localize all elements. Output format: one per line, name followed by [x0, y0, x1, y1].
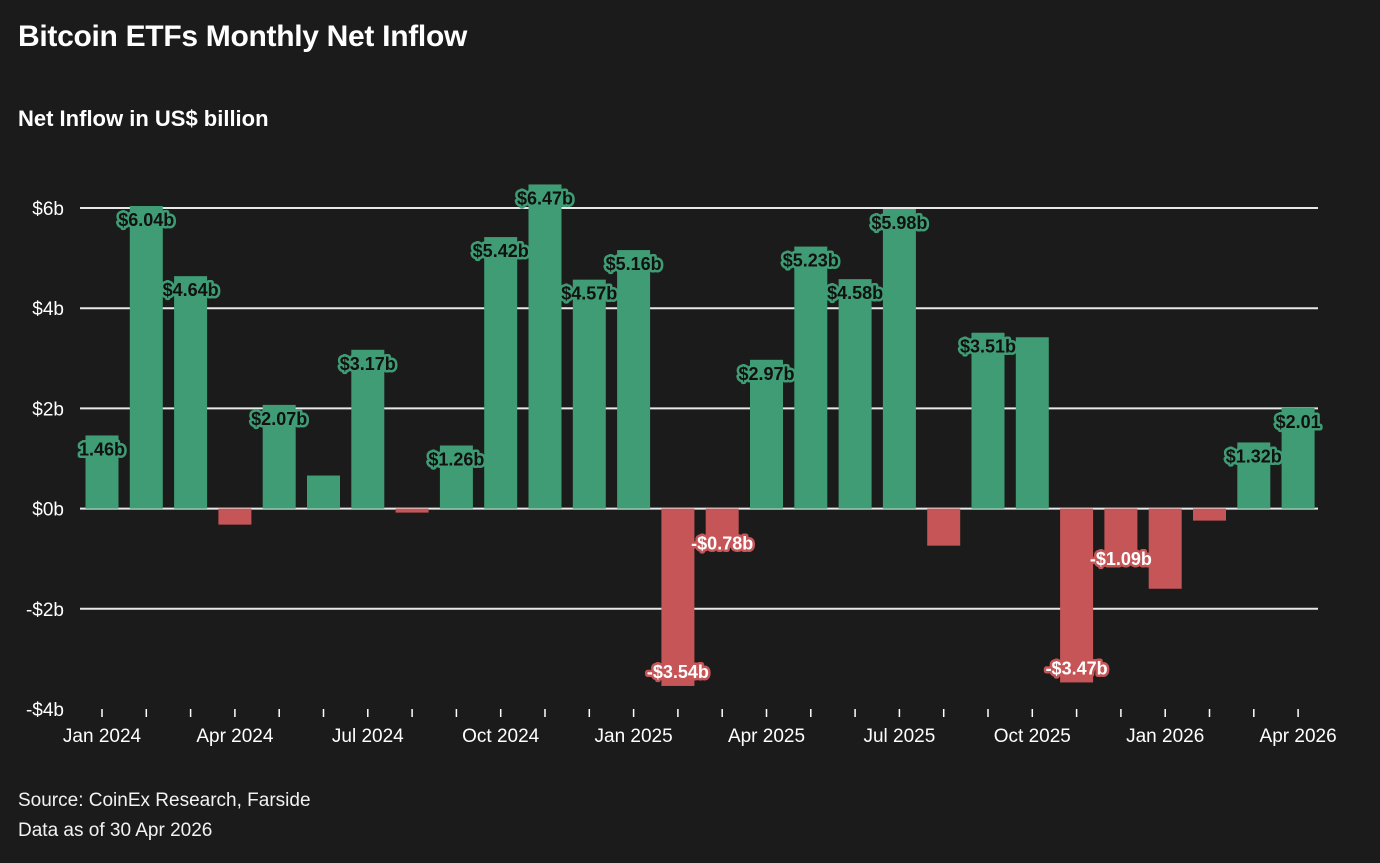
data-label: $1.32b — [1226, 446, 1282, 466]
bar-feb-2026 — [1193, 508, 1226, 521]
x-tick-label: Apr 2024 — [196, 726, 274, 747]
data-label: -$3.47b — [1046, 658, 1108, 678]
bar-nov-2025 — [1060, 508, 1094, 683]
x-axis: Jan 2024 Apr 2024 Jul 2024 Oct 2024 Jan 2025… — [63, 709, 1337, 747]
data-label: $2.07b — [251, 409, 307, 429]
bar-jan-2025 — [617, 250, 651, 509]
data-label: $4.58b — [827, 283, 883, 303]
bar-apr-2026 — [1281, 407, 1315, 509]
bar-jul-2024 — [351, 349, 385, 509]
x-tick-label: Jan 2025 — [595, 726, 673, 747]
data-labels: 1.46b $6.04b $4.64b $2.07b $3.17b $1.26b $5.42… — [76, 186, 1323, 685]
bar-may-2025 — [794, 246, 828, 509]
x-tick-label: Jan 2026 — [1126, 726, 1204, 747]
y-tick-label: $2b — [32, 399, 64, 420]
bar-mar-2025 — [705, 508, 739, 548]
y-tick-label: -$4b — [26, 700, 64, 721]
source-note: Source: CoinEx Research, Farside — [18, 790, 311, 811]
x-tick-label: Apr 2026 — [1260, 726, 1337, 747]
bar-jan-2026 — [1148, 508, 1182, 589]
x-tick-label: Apr 2025 — [728, 726, 805, 747]
bar-feb-2024 — [129, 205, 163, 509]
x-tick-label: Jan 2024 — [63, 726, 142, 747]
bar-sep-2025 — [971, 332, 1005, 509]
chart-title: Bitcoin ETFs Monthly Net Inflow — [18, 20, 468, 53]
data-label: -$1.09b — [1090, 549, 1152, 569]
bar-feb-2025 — [661, 508, 695, 686]
data-label: $5.16b — [606, 254, 662, 274]
y-tick-label: $0b — [32, 500, 64, 521]
bar-aug-2025 — [927, 508, 961, 546]
bar-mar-2024 — [174, 276, 208, 509]
y-tick-label: $6b — [32, 199, 64, 220]
bar-sep-2024 — [439, 445, 473, 509]
bar-apr-2024 — [218, 508, 252, 525]
y-axis-ticks: -$4b -$2b $0b $2b $4b $6b — [26, 199, 64, 721]
data-label: $6.04b — [118, 210, 174, 230]
y-tick-label: -$2b — [26, 600, 64, 621]
data-label: $5.98b — [871, 213, 927, 233]
data-label: $4.57b — [561, 284, 617, 304]
data-label: $3.17b — [340, 354, 396, 374]
bar-may-2024 — [262, 404, 296, 509]
data-label: $5.23b — [783, 251, 839, 271]
bar-jun-2025 — [838, 279, 872, 509]
bar-jun-2024 — [307, 475, 340, 509]
bar-jan-2024 — [85, 435, 119, 509]
bar-aug-2024 — [395, 508, 429, 513]
bar-dec-2025 — [1104, 508, 1138, 564]
bar-oct-2025 — [1015, 337, 1049, 509]
chart-subtitle: Net Inflow in US$ billion — [18, 106, 269, 131]
bar-oct-2024 — [484, 237, 518, 509]
bar-jul-2025 — [882, 209, 916, 509]
data-label: $5.42b — [473, 241, 529, 261]
x-tick-label: Oct 2025 — [994, 726, 1071, 747]
bar-dec-2024 — [572, 279, 606, 509]
x-tick-label: Jul 2025 — [863, 726, 935, 747]
bar-apr-2025 — [750, 359, 783, 509]
bars — [85, 184, 1315, 686]
data-label: $4.64b — [163, 280, 219, 300]
data-label: $2.01 — [1276, 412, 1321, 432]
data-label: 1.46b — [79, 439, 125, 459]
data-as-of-note: Data as of 30 Apr 2026 — [18, 820, 213, 841]
x-tick-label: Oct 2024 — [462, 726, 540, 747]
y-tick-label: $4b — [32, 299, 64, 320]
data-label: $1.26b — [428, 449, 484, 469]
data-label: -$0.78b — [691, 534, 753, 554]
data-label: $6.47b — [517, 188, 573, 208]
data-label: $2.97b — [738, 364, 794, 384]
x-tick-label: Jul 2024 — [332, 726, 404, 747]
bar-nov-2024 — [528, 184, 562, 509]
bar-mar-2026 — [1237, 442, 1271, 509]
data-label: $3.51b — [960, 337, 1016, 357]
data-label: -$3.54b — [647, 662, 709, 682]
